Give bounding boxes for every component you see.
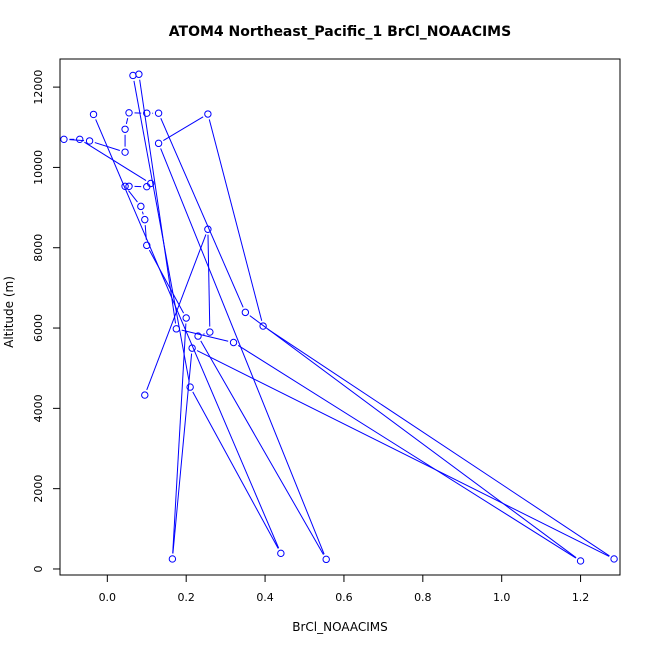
series-segment — [148, 249, 185, 314]
y-tick-label: 8000 — [32, 234, 45, 262]
data-point — [206, 328, 214, 336]
series-segment — [172, 353, 193, 554]
data-point — [143, 241, 151, 250]
data-point — [186, 383, 194, 391]
x-tick-label: 0.8 — [414, 591, 432, 604]
y-tick-label: 10000 — [32, 150, 45, 185]
series-segment — [84, 141, 147, 182]
data-point — [129, 71, 137, 80]
y-axis-label: Altitude (m) — [2, 276, 16, 348]
series-segment — [207, 234, 211, 327]
series-segment — [128, 190, 138, 203]
data-point — [141, 215, 149, 224]
data-point — [277, 549, 285, 558]
series-points — [60, 70, 618, 565]
y-tick-label: 6000 — [32, 314, 45, 342]
x-tick-label: 0.0 — [99, 591, 117, 604]
data-point — [85, 137, 94, 145]
series-segment — [249, 315, 577, 559]
y-tick-label: 0 — [32, 565, 45, 572]
data-point — [121, 148, 129, 156]
x-tick-label: 1.0 — [493, 591, 511, 604]
series-segment — [163, 116, 204, 141]
series-segment — [200, 340, 324, 555]
x-tick-label: 1.2 — [572, 591, 590, 604]
x-tick-label: 0.6 — [335, 591, 353, 604]
data-point — [182, 314, 190, 322]
data-point — [141, 391, 149, 399]
data-point — [89, 110, 98, 119]
data-point — [259, 322, 267, 330]
series-segment — [141, 211, 144, 215]
data-point — [143, 109, 151, 117]
series-segment — [192, 391, 279, 549]
series-segment — [208, 119, 263, 321]
data-point — [125, 182, 133, 190]
chart-title: ATOM4 Northeast_Pacific_1 BrCl_NOAACIMS — [169, 24, 511, 40]
series-segment — [125, 118, 129, 125]
data-point — [147, 179, 155, 188]
x-axis-label: BrCl_NOAACIMS — [292, 620, 388, 634]
data-point — [125, 109, 133, 117]
data-point — [172, 325, 181, 333]
data-point — [154, 109, 163, 117]
y-tick-label: 4000 — [32, 394, 45, 422]
y-tick-label: 12000 — [32, 70, 45, 105]
data-point — [188, 344, 196, 352]
series-segment — [160, 148, 325, 555]
x-axis: 0.0 0.2 0.4 0.6 0.8 1.0 1.2 — [99, 574, 590, 604]
data-point — [60, 135, 68, 144]
data-point — [121, 125, 129, 133]
x-tick-label: 0.4 — [256, 591, 274, 604]
series-segment — [160, 118, 244, 308]
data-point — [204, 110, 212, 118]
data-point — [194, 332, 202, 340]
y-tick-label: 2000 — [32, 475, 45, 503]
x-tick-label: 0.2 — [177, 591, 195, 604]
data-point — [137, 202, 145, 211]
series-segment — [196, 350, 610, 557]
data-point — [229, 338, 238, 347]
data-point — [121, 182, 129, 190]
series-segment — [237, 345, 577, 559]
data-point — [204, 225, 212, 233]
series-segment — [139, 79, 177, 324]
series-segment — [181, 329, 229, 342]
series-segment — [172, 323, 187, 554]
data-point — [576, 557, 585, 565]
data-point — [168, 555, 177, 563]
data-point — [610, 555, 618, 563]
data-point — [76, 135, 84, 144]
y-axis: 0 2000 4000 6000 8000 10000 12000 — [32, 70, 61, 572]
series-segment — [133, 80, 190, 382]
series-segment — [95, 119, 280, 549]
data-point — [322, 555, 330, 564]
series-lines — [69, 79, 610, 559]
data-point — [241, 308, 250, 317]
series-segment — [267, 328, 610, 557]
data-point — [154, 139, 163, 148]
